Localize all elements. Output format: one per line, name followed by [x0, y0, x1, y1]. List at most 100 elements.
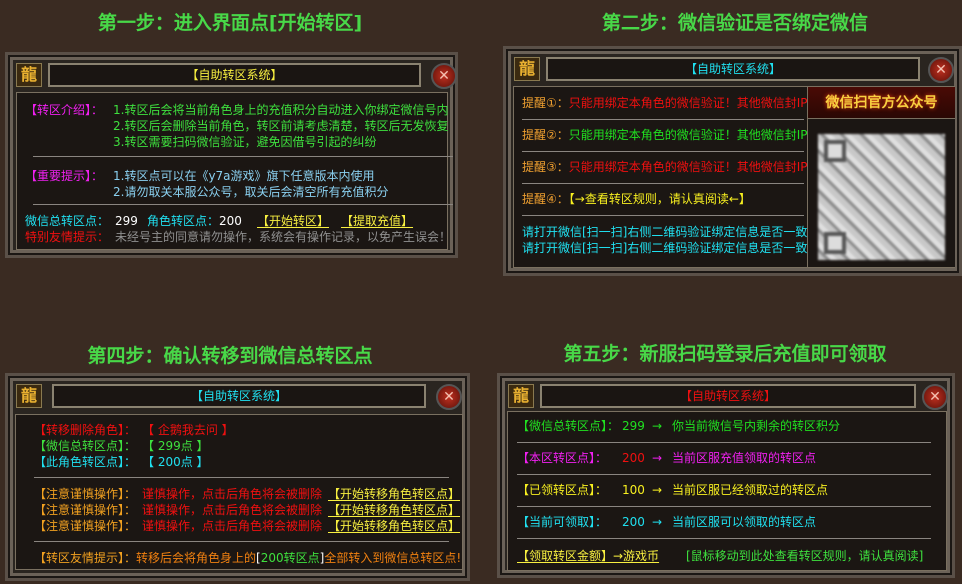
role-points-value: 200	[219, 214, 242, 228]
points-label: 【已领转区点】：	[517, 483, 608, 497]
reminder-label: 提醒④：	[522, 192, 569, 206]
arrow-icon: →	[652, 483, 663, 497]
points-value: 100	[622, 483, 645, 497]
reminder-item: 提醒②：只能用绑定本角色的微信验证！其他微信封IP	[522, 127, 808, 143]
close-icon[interactable]: ✕	[431, 63, 457, 89]
wx-points-value: 【 299点 】	[142, 439, 209, 453]
window-title: 【自助转区系统】	[52, 384, 426, 408]
points-desc: 当前区服已经领取过的转区点	[672, 483, 829, 497]
intro-label: 【转区介绍】：	[25, 103, 104, 117]
dragon-logo-icon: 龍	[16, 384, 42, 408]
points-value: 299	[622, 419, 645, 433]
reminder-item: 提醒①：只能用绑定本角色的微信验证！其他微信封IP	[522, 95, 808, 111]
extract-recharge-button[interactable]: 【提取充值】	[341, 214, 414, 228]
transfer-panel-step1: 龍 【自助转区系统】 ✕ 【转区介绍】： 1.转区后会将当前角色身上的充值积分自…	[5, 52, 458, 258]
friendly-tip: 【转区友情提示】：转移后会将角色身上的[200转区点]全部转入到微信总转区点!	[34, 551, 462, 565]
points-value: 200	[622, 515, 645, 529]
step-2-heading: 第二步：微信验证是否绑定微信	[601, 12, 868, 34]
warning-text: 未经号主的同意请勿操作，系统会有操作记录，以免产生误会！	[115, 230, 452, 244]
reminder-label: 提醒②：	[522, 128, 569, 142]
transfer-panel-step5: 龍 【自助转区系统】 ✕ 【微信总转区点】： 299 → 你当前微信号内剩余的转区积分…	[497, 373, 955, 578]
wx-points-label: 微信总转区点：	[25, 214, 110, 228]
wx-points-value: 299	[115, 214, 138, 228]
points-label: 【本区转区点】：	[517, 451, 608, 465]
content-area: 【转区介绍】： 1.转区后会将当前角色身上的充值积分自动进入你绑定微信号内 2.…	[16, 92, 453, 250]
points-value: 200	[622, 451, 645, 465]
delete-role-label: 【转移删除角色】：	[34, 423, 137, 437]
close-icon[interactable]: ✕	[922, 384, 948, 410]
content-area: 【微信总转区点】： 299 → 你当前微信号内剩余的转区积分 【本区转区点】： 200 → 当…	[507, 411, 947, 571]
arrow-icon: →	[652, 419, 663, 433]
claim-amount-button[interactable]: 【领取转区金额】→游戏币	[517, 549, 660, 563]
points-row: 【已领转区点】：	[517, 482, 607, 498]
start-transfer-role-points-button[interactable]: 【开始转移角色转区点】	[328, 487, 461, 501]
points-row: 【微信总转区点】：	[517, 418, 619, 434]
close-icon[interactable]: ✕	[436, 384, 462, 410]
start-transfer-button[interactable]: 【开始转区】	[257, 214, 330, 228]
tip-points: 200转区点	[260, 551, 320, 565]
intro-line: 1.转区后会将当前角色身上的充值积分自动进入你绑定微信号内	[113, 103, 449, 117]
divider	[517, 538, 931, 539]
close-icon[interactable]: ✕	[928, 57, 954, 83]
reminder-text: 只能用绑定本角色的微信验证！其他微信封IP	[568, 160, 808, 174]
role-points-label: 【此角色转区点】：	[34, 455, 137, 469]
points-desc: 当前区服可以领取的转区点	[672, 515, 817, 529]
reminder-label: 提醒③：	[522, 160, 569, 174]
tip-text-end: 全部转入到微信总转区点!	[324, 551, 462, 565]
arrow-icon: →	[652, 451, 663, 465]
points-row: 【当前可领取】：	[517, 514, 607, 530]
wx-points-label: 【微信总转区点】：	[34, 439, 137, 453]
step-5-heading: 第五步：新服扫码登录后充值即可领取	[563, 343, 887, 365]
points-row: 【本区转区点】：	[517, 450, 607, 466]
scan-instruction: 请打开微信[扫一扫]右侧二维码验证绑定信息是否一致	[522, 225, 808, 239]
divider	[517, 474, 931, 475]
points-label: 【当前可领取】：	[517, 515, 608, 529]
reminder-label: 提醒①：	[522, 96, 569, 110]
start-transfer-role-points-button[interactable]: 【开始转移角色转区点】	[328, 503, 461, 517]
window-title: 【自助转区系统】	[48, 63, 421, 87]
role-points-value: 【 200点 】	[142, 455, 209, 469]
points-label: 【微信总转区点】：	[517, 419, 620, 433]
divider	[34, 477, 449, 478]
divider	[522, 151, 804, 152]
reminder-item[interactable]: 提醒④：【→查看转区规则，请认真阅读←】	[522, 191, 751, 207]
important-line: 2.请勿取关本服公众号，取关后会清空所有充值积分	[113, 185, 389, 199]
divider	[522, 183, 804, 184]
qr-title: 微信扫官方公众号	[808, 87, 955, 119]
caution-text: 谨慎操作，点击后角色将会被删除	[142, 503, 323, 517]
divider	[33, 156, 453, 157]
role-points-label: 角色转区点：	[147, 214, 220, 228]
step-1-heading: 第一步：进入界面点[开始转区]	[97, 12, 363, 34]
caution-label: 【注意谨慎操作】：	[34, 487, 137, 501]
qr-section: 微信扫官方公众号	[807, 87, 955, 267]
reminder-item: 提醒③：只能用绑定本角色的微信验证！其他微信封IP	[522, 159, 808, 175]
tip-label: 【转区友情提示】：	[34, 551, 137, 565]
caution-label: 【注意谨慎操作】：	[34, 503, 137, 517]
window-title: 【自助转区系统】	[546, 57, 920, 81]
intro-line: 3.转区需要扫码微信验证，避免因借号引起的纠纷	[113, 135, 377, 149]
divider	[517, 506, 931, 507]
caution-text: 谨慎操作，点击后角色将会被删除	[142, 519, 323, 533]
window-title: 【自助转区系统】	[540, 384, 916, 408]
points-desc: 当前区服充值领取的转区点	[672, 451, 817, 465]
rules-hint-link[interactable]: [鼠标移动到此处查看转区规则，请认真阅读]	[686, 549, 924, 563]
reminder-text: 【→查看转区规则，请认真阅读←】	[568, 192, 751, 206]
warning-label: 特别友情提示：	[25, 230, 110, 244]
dragon-logo-icon: 龍	[508, 384, 534, 408]
qr-finder-icon	[824, 232, 846, 254]
important-line: 1.转区点可以在《y7a游戏》旗下任意版本内使用	[113, 169, 375, 183]
delete-role-value: 【 企鹅我去问 】	[142, 423, 234, 437]
reminder-text: 只能用绑定本角色的微信验证！其他微信封IP	[568, 96, 808, 110]
content-area: 提醒①：只能用绑定本角色的微信验证！其他微信封IP 提醒②：只能用绑定本角色的微信…	[513, 86, 955, 268]
step-4-heading: 第四步：确认转移到微信总转区点	[87, 345, 373, 367]
divider	[522, 119, 804, 120]
divider	[33, 204, 453, 205]
divider	[522, 215, 804, 216]
caution-label: 【注意谨慎操作】：	[34, 519, 137, 533]
dragon-logo-icon: 龍	[16, 63, 42, 87]
content-area: 【转移删除角色】： 【 企鹅我去问 】 【微信总转区点】： 【 299点 】 【…	[15, 414, 463, 570]
divider	[517, 442, 931, 443]
transfer-panel-step4: 龍 【自助转区系统】 ✕ 【转移删除角色】： 【 企鹅我去问 】 【微信总转区点…	[5, 373, 470, 581]
transfer-panel-step2: 龍 【自助转区系统】 ✕ 提醒①：只能用绑定本角色的微信验证！其他微信封IP 提醒…	[503, 46, 962, 276]
start-transfer-role-points-button[interactable]: 【开始转移角色转区点】	[328, 519, 461, 533]
